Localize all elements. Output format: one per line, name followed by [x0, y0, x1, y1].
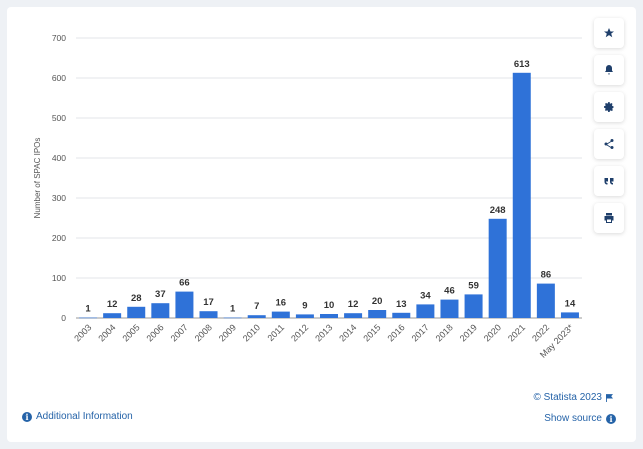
data-label: 13: [396, 299, 407, 310]
additional-information-label: Additional Information: [36, 411, 133, 422]
bar[interactable]: [536, 283, 555, 318]
quote-icon: [604, 178, 614, 185]
x-tick-label: 2019: [458, 322, 479, 343]
x-tick-label: 2018: [434, 322, 455, 343]
data-label: 12: [107, 299, 118, 310]
bar[interactable]: [295, 314, 314, 318]
info-icon: i: [22, 411, 32, 422]
bar[interactable]: [512, 72, 531, 318]
x-tick-label: 2015: [361, 322, 382, 343]
data-label: 66: [179, 278, 190, 289]
data-label: 9: [302, 300, 307, 311]
data-label: 248: [490, 205, 506, 216]
bar[interactable]: [440, 299, 459, 318]
x-tick-label: 2010: [241, 322, 262, 343]
x-tick-label: 2017: [410, 322, 431, 343]
data-label: 59: [468, 280, 479, 291]
x-tick-label: 2003: [72, 322, 93, 343]
x-tick-label: 2008: [193, 322, 214, 343]
x-tick-label: 2022: [530, 322, 551, 343]
bar[interactable]: [488, 218, 507, 318]
x-tick-label: 2013: [313, 322, 334, 343]
credit-label: © Statista 2023: [533, 392, 602, 403]
bar[interactable]: [127, 306, 146, 318]
x-tick-label: 2012: [289, 322, 310, 343]
settings-button[interactable]: [594, 92, 624, 122]
y-axis-label: Number of SPAC IPOs: [33, 138, 42, 219]
data-label: 34: [420, 290, 431, 301]
data-label: 16: [276, 298, 287, 309]
bar[interactable]: [416, 304, 435, 318]
bell-icon: [605, 65, 613, 75]
info-icon: i: [606, 413, 616, 424]
share-button[interactable]: [594, 129, 624, 159]
data-label: 1: [85, 304, 91, 315]
bar[interactable]: [368, 310, 387, 318]
bar[interactable]: [79, 317, 98, 319]
bar[interactable]: [271, 311, 290, 318]
data-label: 86: [541, 270, 552, 281]
y-tick-label: 300: [52, 193, 66, 203]
x-tick-label: 2006: [145, 322, 166, 343]
y-tick-label: 500: [52, 113, 66, 123]
statista-credit[interactable]: © Statista 2023: [533, 392, 613, 403]
favorite-button[interactable]: [594, 18, 624, 48]
y-tick-label: 600: [52, 73, 66, 83]
bar[interactable]: [560, 312, 579, 318]
data-label: 613: [514, 59, 530, 70]
print-icon: [604, 213, 614, 223]
y-tick-label: 400: [52, 153, 66, 163]
bar[interactable]: [320, 314, 338, 318]
data-label: 7: [254, 301, 259, 312]
bar[interactable]: [344, 313, 363, 318]
x-tick-label: 2005: [120, 322, 141, 343]
y-tick-label: 700: [52, 33, 66, 43]
data-label: 20: [372, 296, 383, 307]
notification-button[interactable]: [594, 55, 624, 85]
bar[interactable]: [247, 315, 266, 318]
data-label: 28: [131, 293, 142, 304]
x-tick-label: 2007: [169, 322, 190, 343]
x-tick-label: 2014: [337, 322, 358, 343]
star-icon: [604, 28, 614, 38]
data-label: 37: [155, 289, 166, 300]
y-tick-label: 100: [52, 273, 66, 283]
bar[interactable]: [103, 313, 122, 318]
gear-icon: [604, 102, 614, 112]
y-tick-label: 0: [61, 313, 66, 323]
data-label: 10: [324, 300, 335, 311]
share-icon: [604, 139, 614, 149]
bar[interactable]: [223, 317, 242, 319]
cite-button[interactable]: [594, 166, 624, 196]
flag-icon: [606, 393, 613, 402]
show-source-label: Show source: [544, 413, 602, 424]
data-label: 12: [348, 299, 359, 310]
bar[interactable]: [175, 291, 194, 318]
x-tick-label: 2016: [385, 322, 406, 343]
bar[interactable]: [151, 303, 170, 318]
additional-information-link[interactable]: i Additional Information: [22, 411, 133, 422]
y-tick-label: 200: [52, 233, 66, 243]
data-label: 46: [444, 286, 455, 297]
print-button[interactable]: [594, 203, 624, 233]
bar[interactable]: [464, 294, 483, 318]
x-tick-label: 2021: [506, 322, 527, 343]
data-label: 17: [203, 297, 214, 308]
bar[interactable]: [199, 311, 218, 318]
x-tick-label: 2004: [96, 322, 117, 343]
data-label: 1: [230, 304, 236, 315]
x-tick-label: 2020: [482, 322, 503, 343]
x-tick-label: 2009: [217, 322, 238, 343]
chart-card: [7, 7, 636, 442]
bar[interactable]: [392, 312, 411, 318]
show-source-link[interactable]: Show source i: [544, 413, 616, 424]
data-label: 14: [565, 298, 576, 309]
x-tick-label: 2011: [265, 322, 286, 343]
